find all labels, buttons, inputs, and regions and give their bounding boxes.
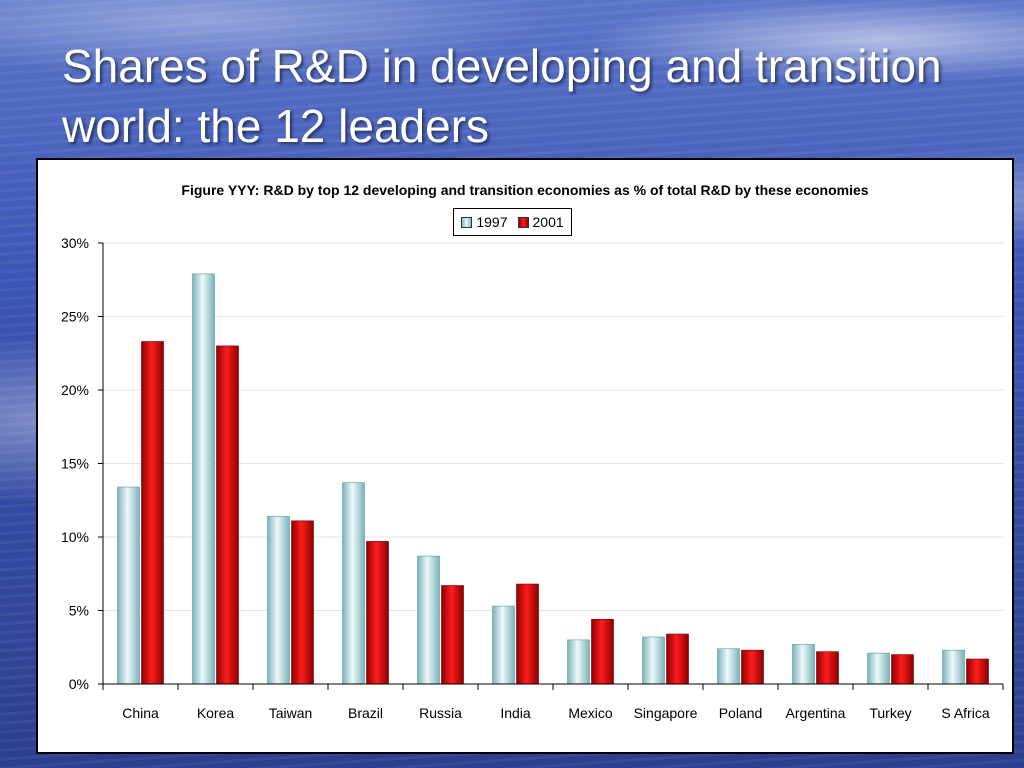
y-tick-label: 25% [61,309,89,325]
bar-2001-brazil [366,541,389,685]
x-tick-label: Taiwan [269,705,313,721]
bar-1997-argentina [792,644,815,685]
x-tick-label: India [500,705,531,721]
bar-1997-s-africa [942,649,965,685]
y-tick-label: 15% [61,456,89,472]
x-tick-label: Singapore [634,705,698,721]
bar-1997-china [117,486,140,685]
chart-title: Figure YYY: R&D by top 12 developing and… [181,182,869,198]
bar-2001-singapore [666,633,689,685]
x-tick-label: Poland [719,705,763,721]
bar-2001-s-africa [966,658,989,685]
x-tick-label: Turkey [869,705,911,721]
legend-swatch-2001 [517,216,529,228]
bar-2001-india [516,583,539,685]
bar-1997-korea [192,273,215,685]
chart-legend: 1997 2001 [453,208,572,236]
x-tick-label: China [122,705,159,721]
bar-1997-russia [417,555,440,685]
bar-1997-singapore [642,636,665,685]
bar-1997-turkey [867,652,890,685]
x-tick-label: S Africa [941,705,989,721]
bar-chart: 0% 5% 10% 15% 20% 25% 30% China Korea Taiwan Brazi… [61,235,1004,721]
bar-2001-china [141,341,164,685]
x-tick-label: Korea [197,705,235,721]
bar-2001-korea [216,345,239,685]
legend-item-1997: 1997 [461,214,508,230]
bar-2001-poland [741,649,764,685]
x-tick-label: Mexico [568,705,613,721]
bar-2001-turkey [891,654,914,685]
bar-1997-mexico [567,639,590,685]
bar-1997-india [492,605,515,685]
y-tick-label: 30% [61,235,89,251]
x-tick-label: Argentina [786,705,846,721]
x-tick-label: Brazil [348,705,383,721]
bar-1997-brazil [342,482,365,685]
y-tick-label: 5% [69,603,89,619]
legend-item-2001: 2001 [517,214,564,230]
bar-1997-taiwan [267,516,290,685]
bar-2001-russia [441,585,464,685]
y-tick-label: 20% [61,382,89,398]
bar-2001-mexico [591,619,614,685]
bar-1997-poland [717,648,740,685]
bar-2001-argentina [816,651,839,685]
slide-title: Shares of R&D in developing and transiti… [62,40,942,152]
x-tick-label: Russia [419,705,462,721]
y-tick-label: 0% [69,676,89,692]
y-tick-label: 10% [61,529,89,545]
legend-label-2001: 2001 [532,214,564,230]
legend-swatch-1997 [461,216,473,228]
legend-label-1997: 1997 [476,214,508,230]
bar-2001-taiwan [291,520,314,685]
chart-panel: Figure YYY: R&D by top 12 developing and… [36,158,1014,754]
